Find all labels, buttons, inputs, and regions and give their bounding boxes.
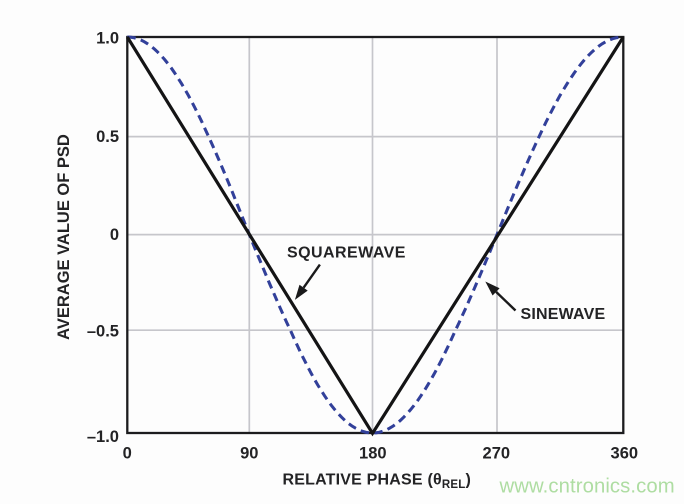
svg-text:–0.5: –0.5 (87, 322, 119, 340)
svg-text:270: 270 (483, 445, 511, 463)
svg-text:0: 0 (110, 226, 119, 244)
svg-text:–1.0: –1.0 (87, 428, 119, 446)
svg-text:1.0: 1.0 (96, 29, 119, 47)
svg-text:www.cntronics.com: www.cntronics.com (499, 475, 675, 497)
svg-text:360: 360 (611, 445, 639, 463)
svg-text:0: 0 (123, 445, 132, 463)
svg-text:AVERAGE VALUE OF PSD: AVERAGE VALUE OF PSD (55, 134, 73, 340)
svg-text:180: 180 (359, 445, 387, 463)
svg-text:RELATIVE PHASE (θREL): RELATIVE PHASE (θREL) (283, 471, 471, 491)
svg-text:0.5: 0.5 (96, 128, 119, 146)
svg-text:SQUAREWAVE: SQUAREWAVE (287, 244, 406, 261)
svg-text:90: 90 (240, 445, 258, 463)
svg-text:SINEWAVE: SINEWAVE (521, 306, 606, 323)
